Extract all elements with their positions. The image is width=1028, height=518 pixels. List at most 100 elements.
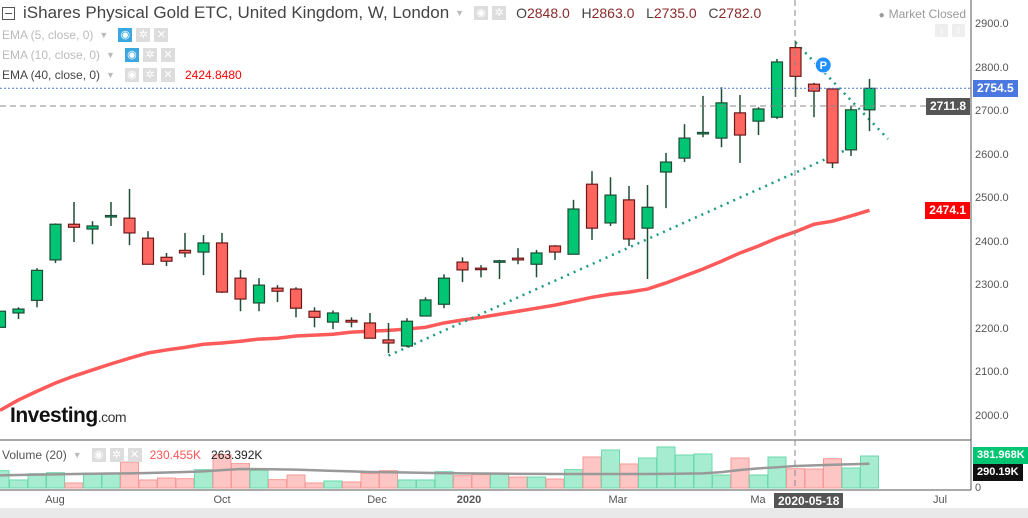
expand-vertical-icon[interactable]: ↕ xyxy=(952,24,965,37)
time-axis-label: Oct xyxy=(213,494,231,506)
chevron-down-icon[interactable]: ▼ xyxy=(72,450,82,460)
candle-down xyxy=(345,319,358,323)
volume-bar xyxy=(101,472,121,489)
candle-down xyxy=(178,249,192,254)
candle-up xyxy=(104,214,118,218)
collapse-icon[interactable] xyxy=(2,6,15,20)
price-axis-label: 2000.0 xyxy=(975,409,1009,422)
volume-bar xyxy=(138,479,158,489)
close-icon[interactable]: ✕ xyxy=(127,448,142,462)
eye-icon[interactable]: ◉ xyxy=(124,48,139,62)
close-icon[interactable]: ✕ xyxy=(160,68,175,82)
volume-bar xyxy=(120,461,139,489)
price-axis-label: 2600.0 xyxy=(975,148,1009,161)
candle-up xyxy=(30,269,44,301)
volume-ma-value: 263.392K xyxy=(211,448,263,462)
volume-bar xyxy=(582,456,602,489)
event-marker-p[interactable]: P xyxy=(814,56,832,74)
chevron-down-icon[interactable]: ▼ xyxy=(106,50,115,60)
volume-bar xyxy=(471,474,491,489)
candle-up xyxy=(419,299,432,317)
candle-down xyxy=(807,83,821,92)
market-status: Market Closed xyxy=(879,7,966,21)
candle-up xyxy=(12,308,25,314)
volume-bar xyxy=(46,472,65,489)
candle-up xyxy=(696,131,710,135)
ema-last-tag: 2474.1 xyxy=(925,202,970,219)
gear-icon[interactable]: ✲ xyxy=(492,6,507,20)
trendline xyxy=(387,146,852,357)
volume-bar xyxy=(508,476,528,489)
candle-up xyxy=(437,277,451,305)
gear-icon[interactable]: ✲ xyxy=(142,48,157,62)
ohlc-values: O2848.0 H2863.0 L2735.0 C2782.0 xyxy=(516,5,762,21)
candle-down xyxy=(622,199,636,240)
eye-icon[interactable]: ◉ xyxy=(124,68,139,82)
candle-up xyxy=(752,108,765,122)
crosshair-price-tag: 2711.8 xyxy=(925,98,970,115)
chart-title-legend: iShares Physical Gold ETC, United Kingdo… xyxy=(2,3,761,23)
volume-bar xyxy=(767,456,787,489)
time-axis-label: Ma xyxy=(750,494,766,506)
indicator-ema5: EMA (5, close, 0) ▼ ◉ ✲ ✕ xyxy=(2,28,169,42)
volume-bar xyxy=(490,473,509,489)
gear-icon[interactable]: ✲ xyxy=(109,448,124,462)
volume-bar xyxy=(601,449,620,489)
eye-icon[interactable]: ◉ xyxy=(91,448,106,462)
volume-last-tag: 381.968K xyxy=(973,447,1028,464)
candle-up xyxy=(678,137,691,159)
close-icon[interactable]: ✕ xyxy=(160,48,175,62)
gear-icon[interactable]: ✲ xyxy=(142,68,157,82)
candle-up xyxy=(659,161,673,173)
volume-ma-line xyxy=(0,462,870,477)
price-axis-label: 2900.0 xyxy=(975,18,1009,30)
candle-down xyxy=(826,88,839,164)
candle-up xyxy=(86,225,99,230)
candle-up xyxy=(863,87,876,111)
price-axis-label: 2400.0 xyxy=(975,235,1009,248)
price-axis-label: 2300.0 xyxy=(975,279,1009,291)
candle-up xyxy=(400,320,414,347)
time-axis-label: Dec xyxy=(367,494,387,506)
volume-bar xyxy=(730,457,750,489)
volume-bar xyxy=(416,479,435,489)
time-axis-label: 2020 xyxy=(456,494,482,506)
investing-logo: Investing.com xyxy=(10,404,127,427)
candle-up xyxy=(715,102,728,139)
eye-icon[interactable]: ◉ xyxy=(118,28,133,42)
indicator-ema40: EMA (40, close, 0) ▼ ◉ ✲ ✕ 2424.8480 xyxy=(2,68,242,82)
trendline xyxy=(794,41,889,140)
candle-up xyxy=(197,242,210,253)
volume-bar xyxy=(268,479,287,489)
gear-icon[interactable]: ✲ xyxy=(136,28,151,42)
candle-down xyxy=(456,261,469,271)
candle-down xyxy=(67,223,81,228)
volume-bar xyxy=(342,481,361,489)
chevron-down-icon[interactable]: ▼ xyxy=(99,30,109,40)
chevron-down-icon[interactable]: ▼ xyxy=(455,8,465,18)
volume-bar xyxy=(527,476,546,489)
volume-bar xyxy=(286,474,306,489)
volume-bar xyxy=(379,470,398,489)
volume-bar xyxy=(64,482,84,489)
volume-bar xyxy=(453,475,472,489)
crosshair-date-tag: 2020-05-18 xyxy=(774,493,844,510)
ema40-line xyxy=(0,208,871,412)
volume-bar xyxy=(231,463,250,489)
volume-bar xyxy=(360,472,380,489)
last-price-tag: 2754.5 xyxy=(973,80,1018,97)
eye-icon[interactable]: ◉ xyxy=(474,6,489,20)
arrow-down-icon[interactable]: ↓ xyxy=(935,24,948,37)
candle-down xyxy=(382,339,395,344)
volume-bar xyxy=(83,472,102,489)
indicator-label: EMA (10, close, 0) xyxy=(2,48,101,62)
volume-bar xyxy=(323,480,343,489)
volume-bar xyxy=(749,474,768,489)
volume-bar xyxy=(9,479,28,489)
candle-down xyxy=(234,277,247,300)
volume-bar xyxy=(157,477,176,489)
chevron-down-icon[interactable]: ▼ xyxy=(106,70,115,80)
close-icon[interactable]: ✕ xyxy=(154,28,169,42)
bottom-scrollbar[interactable] xyxy=(0,508,1028,518)
